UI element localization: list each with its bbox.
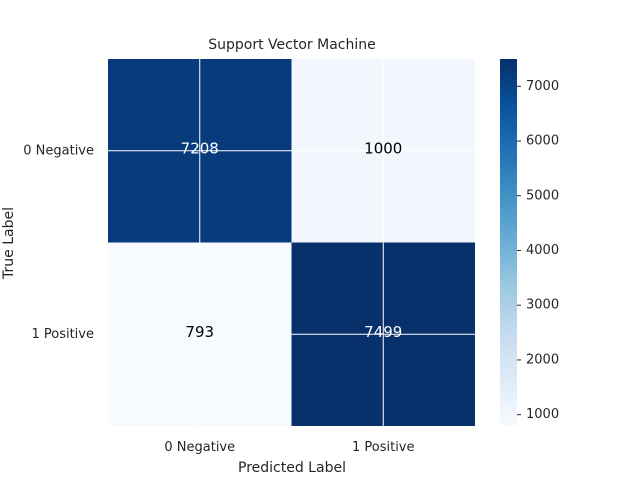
chart-title: Support Vector Machine: [208, 37, 375, 53]
cell-value-label: 793: [185, 323, 214, 341]
heatmap-cells: [108, 59, 475, 426]
heatmap-gridlines: [108, 59, 475, 426]
y-tick-labels: 0 Negative 1 Positive: [23, 143, 94, 342]
colorbar-ticks: 1000 2000 3000 4000 5000 6000 7000: [517, 79, 559, 422]
colorbar-tick-label: 5000: [526, 188, 559, 203]
cell-value-label: 7499: [364, 323, 402, 341]
colorbar-tick-label: 1000: [526, 407, 559, 422]
colorbar-tick-label: 7000: [526, 79, 559, 94]
y-tick-label: 1 Positive: [31, 327, 94, 342]
colorbar-tick-label: 3000: [526, 298, 559, 313]
colorbar-tick-label: 6000: [526, 134, 559, 149]
x-tick-label: 0 Negative: [164, 440, 235, 455]
cell-value-label: 7208: [181, 139, 219, 157]
colorbar-tick-label: 2000: [526, 352, 559, 367]
x-axis-label: Predicted Label: [238, 460, 346, 476]
y-tick-label: 0 Negative: [23, 143, 94, 158]
cell-value-label: 1000: [364, 139, 402, 157]
heatmap-cell-labels: 7208 1000 793 7499: [181, 139, 403, 341]
x-tick-label: 1 Positive: [352, 440, 415, 455]
y-axis-label: True Label: [1, 207, 17, 280]
colorbar-tick-label: 4000: [526, 243, 559, 258]
colorbar: [500, 59, 517, 426]
x-tick-labels: 0 Negative 1 Positive: [164, 440, 414, 455]
